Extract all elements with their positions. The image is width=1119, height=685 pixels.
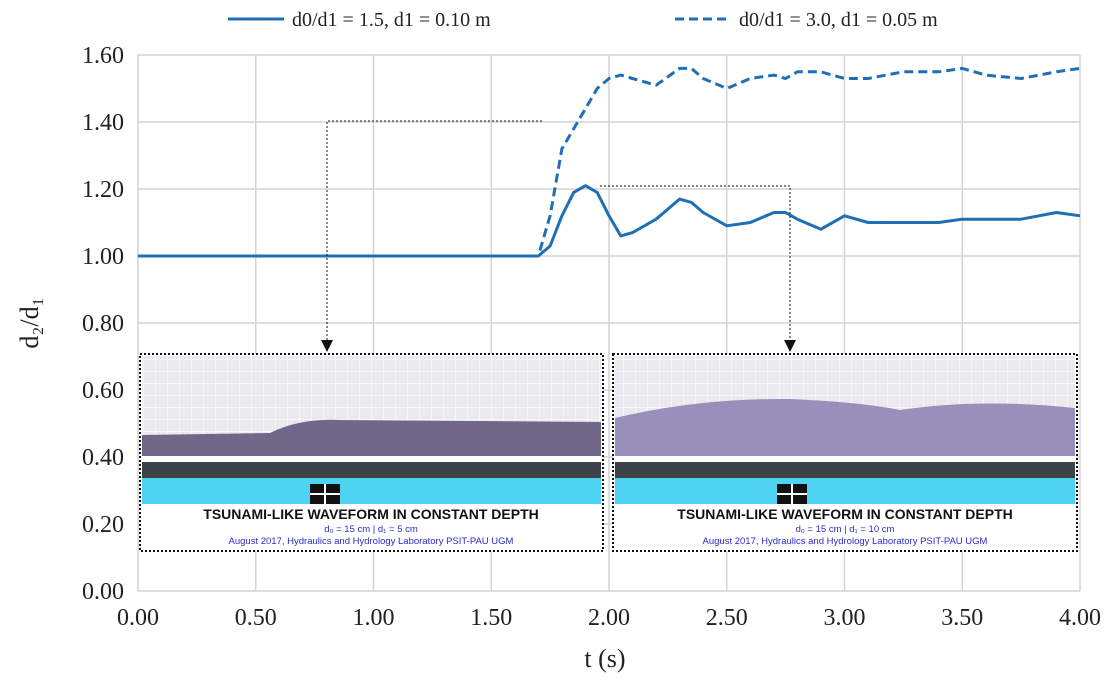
x-axis-label: t (s) bbox=[584, 644, 625, 673]
inset-title: TSUNAMI-LIKE WAVEFORM IN CONSTANT DEPTH bbox=[677, 506, 1012, 522]
y-tick-label: 0.80 bbox=[82, 311, 124, 337]
y-tick-label: 0.60 bbox=[82, 378, 124, 404]
x-tick-label: 0.00 bbox=[117, 605, 159, 631]
x-tick-label: 1.50 bbox=[470, 605, 512, 631]
inset-credit: August 2017, Hydraulics and Hydrology La… bbox=[703, 536, 988, 547]
y-tick-label: 1.20 bbox=[82, 177, 124, 203]
arrow-head bbox=[321, 340, 796, 352]
inset-credit: August 2017, Hydraulics and Hydrology La… bbox=[229, 536, 514, 547]
x-tick-label: 4.00 bbox=[1059, 605, 1101, 631]
y-tick-label: 1.40 bbox=[82, 110, 124, 136]
y-axis-label: d₂/d₁ bbox=[15, 297, 44, 348]
x-tick-label: 3.50 bbox=[941, 605, 983, 631]
y-tick-label: 1.00 bbox=[82, 244, 124, 270]
legend-label: d0/d1 = 1.5, d1 = 0.10 m bbox=[292, 9, 491, 31]
x-tick-label: 3.00 bbox=[824, 605, 866, 631]
legend-label: d0/d1 = 3.0, d1 = 0.05 m bbox=[739, 9, 938, 31]
inset-title: TSUNAMI-LIKE WAVEFORM IN CONSTANT DEPTH bbox=[203, 506, 538, 522]
x-tick-label: 1.00 bbox=[353, 605, 395, 631]
inset-subtitle: d₀ = 15 cm | d₁ = 5 cm bbox=[324, 524, 418, 535]
y-tick-label: 0.00 bbox=[82, 579, 124, 605]
y-tick-label: 1.60 bbox=[82, 43, 124, 69]
x-tick-label: 2.00 bbox=[588, 605, 630, 631]
x-tick-label: 2.50 bbox=[706, 605, 748, 631]
series-line bbox=[138, 66, 1081, 258]
y-tick-label: 0.20 bbox=[82, 512, 124, 538]
inset-photo bbox=[139, 353, 604, 552]
y-tick-label: 0.40 bbox=[82, 445, 124, 471]
inset-photo bbox=[612, 353, 1078, 552]
x-tick-label: 0.50 bbox=[235, 605, 277, 631]
pointer-arrow bbox=[326, 120, 791, 342]
series-line bbox=[138, 184, 1081, 258]
inset-subtitle: d₀ = 15 cm | d₁ = 10 cm bbox=[796, 524, 895, 535]
